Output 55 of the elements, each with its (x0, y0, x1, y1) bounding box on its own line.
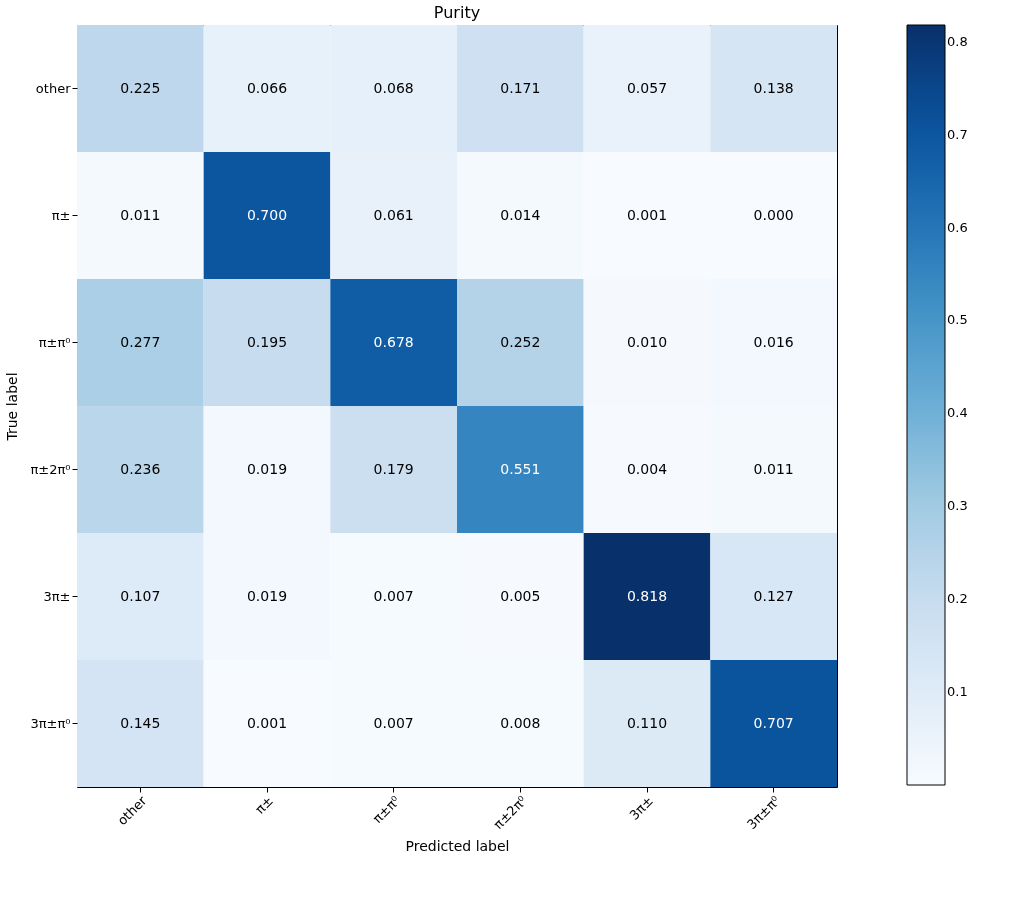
data-label: 0.008 (500, 714, 541, 731)
data-label: 0.001 (246, 714, 288, 731)
y-tick-label: 3π±π⁰ (30, 715, 71, 731)
data-label: 0.011 (120, 206, 161, 223)
y-tick-label: other (35, 80, 72, 96)
x-axis-title: Predicted label (405, 838, 510, 854)
y-tick-label: π±2π⁰ (30, 461, 71, 477)
y-tick-label: π± (51, 207, 71, 223)
data-label: 0.818 (626, 587, 668, 604)
data-label: 0.138 (753, 79, 794, 96)
y-tick-label: π±π⁰ (38, 334, 71, 350)
color-bar-label: 0.8 (947, 33, 968, 49)
data-label: 0.225 (120, 79, 161, 96)
data-label: 0.145 (120, 714, 161, 731)
color-bar-label: 0.6 (947, 219, 968, 235)
data-label: 0.252 (500, 333, 541, 350)
data-label: 0.014 (500, 206, 541, 223)
data-label: 0.057 (626, 79, 668, 96)
data-label: 0.195 (246, 333, 288, 350)
data-label: 0.678 (373, 333, 414, 350)
color-bar-label: 0.2 (947, 591, 968, 607)
data-label: 0.004 (626, 460, 668, 477)
data-label: 0.277 (120, 333, 161, 350)
data-label: 0.061 (373, 206, 414, 223)
color-bar-label: 0.7 (947, 126, 968, 142)
x-tick-label: π± (252, 793, 277, 817)
color-bar-label: 0.4 (947, 405, 968, 421)
data-label: 0.179 (373, 460, 414, 477)
data-label: 0.010 (626, 333, 668, 350)
data-label: 0.007 (373, 714, 414, 731)
data-label: 0.001 (626, 206, 668, 223)
data-label: 0.000 (753, 206, 794, 223)
x-tick-label: 3π± (626, 793, 657, 823)
data-label: 0.007 (373, 587, 414, 604)
data-label: 0.107 (120, 587, 161, 604)
color-bar-label: 0.5 (947, 312, 968, 328)
data-label: 0.707 (753, 714, 794, 731)
data-label: 0.551 (500, 460, 541, 477)
data-label: 0.019 (246, 460, 288, 477)
data-label: 0.019 (246, 587, 288, 604)
data-label: 0.068 (373, 79, 414, 96)
color-bar-label: 0.1 (947, 684, 968, 700)
data-label: 0.236 (120, 460, 161, 477)
chart-title: Purity (433, 3, 481, 22)
data-label: 0.011 (753, 460, 794, 477)
data-label: 0.127 (753, 587, 794, 604)
data-label: 0.016 (753, 333, 794, 350)
data-label: 0.171 (500, 79, 541, 96)
data-label: 0.700 (246, 206, 288, 223)
data-label: 0.110 (626, 714, 668, 731)
y-tick-label: 3π± (43, 588, 71, 604)
y-axis-title: True label (4, 372, 21, 442)
data-label: 0.005 (500, 587, 541, 604)
color-bar-label: 0.3 (947, 498, 968, 514)
data-label: 0.066 (246, 79, 288, 96)
